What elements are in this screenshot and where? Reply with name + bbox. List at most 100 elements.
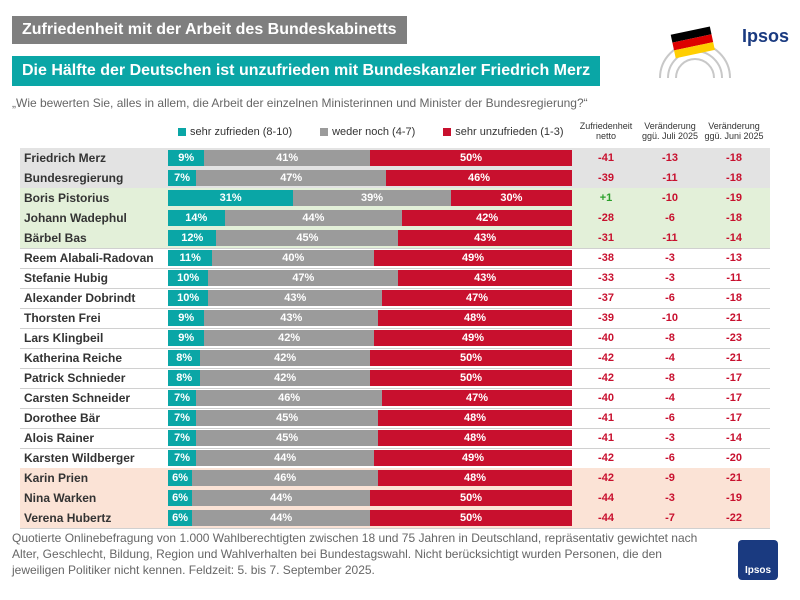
legend-label: weder noch (4-7) [332, 126, 416, 138]
bar-weder: 44% [192, 510, 370, 526]
bar-zufrieden: 14% [168, 210, 225, 226]
row-separator [20, 268, 770, 269]
bar-weder: 42% [200, 370, 370, 386]
change-juli-value: -8 [665, 372, 675, 384]
row-label: Reem Alabali-Radovan [24, 251, 154, 265]
row-separator [20, 248, 770, 249]
change-juli-value: -8 [665, 332, 675, 344]
change-juli-value: -13 [662, 152, 678, 164]
ipsos-logo-text: Ipsos [744, 565, 772, 576]
bar-zufrieden: 10% [168, 290, 209, 306]
col-head-juli: Veränderung ggü. Juli 2025 [641, 121, 699, 141]
bar-unzufrieden: 47% [382, 290, 572, 306]
netto-value: -38 [598, 252, 614, 264]
row-label: Katherina Reiche [24, 351, 123, 365]
netto-value: -41 [598, 432, 614, 444]
change-juni-value: -19 [726, 192, 742, 204]
col-head-netto: Zufriedenheit netto [579, 121, 633, 141]
netto-value: -28 [598, 212, 614, 224]
change-juni-value: -18 [726, 172, 742, 184]
bar-weder: 43% [204, 310, 379, 326]
netto-value: -44 [598, 512, 614, 524]
netto-value: -31 [598, 232, 614, 244]
bar-zufrieden: 6% [168, 470, 193, 486]
bar-zufrieden: 12% [168, 230, 217, 246]
change-juni-value: -20 [726, 452, 742, 464]
row-label: Johann Wadephul [24, 211, 127, 225]
netto-value: -33 [598, 272, 614, 284]
row-label: Dorothee Bär [24, 411, 101, 425]
bar-unzufrieden: 43% [398, 270, 572, 286]
netto-value: -41 [598, 412, 614, 424]
row-label: Bärbel Bas [24, 231, 87, 245]
change-juni-value: -14 [726, 232, 742, 244]
change-juli-value: -4 [665, 352, 675, 364]
change-juli-value: -6 [665, 212, 675, 224]
ipsos-wordmark: Ipsos [742, 26, 790, 46]
change-juli-value: -3 [665, 432, 675, 444]
netto-value: -42 [598, 472, 614, 484]
legend-item-zufrieden: sehr zufrieden (8-10) [178, 126, 292, 138]
bar-unzufrieden: 50% [370, 350, 572, 366]
row-separator [20, 308, 770, 309]
change-juni-value: -18 [726, 212, 742, 224]
change-juli-value: -3 [665, 272, 675, 284]
footnote: Quotierte Onlinebefragung von 1.000 Wahl… [12, 531, 698, 577]
row-label: Alexander Dobrindt [24, 291, 136, 305]
change-juni-value: -17 [726, 392, 742, 404]
bar-zufrieden: 6% [168, 510, 193, 526]
row-label: Nina Warken [24, 491, 97, 505]
chart-subtitle: Die Hälfte der Deutschen ist unzufrieden… [12, 56, 601, 86]
change-juni-value: -18 [726, 292, 742, 304]
bar-unzufrieden: 50% [370, 370, 572, 386]
row-label: Friedrich Merz [24, 151, 107, 165]
bar-zufrieden: 31% [168, 190, 294, 206]
change-juni-value: -17 [726, 412, 742, 424]
bar-unzufrieden: 46% [386, 170, 572, 186]
netto-value: -40 [598, 392, 614, 404]
netto-value: -37 [598, 292, 614, 304]
change-juni-value: -17 [726, 372, 742, 384]
bar-unzufrieden: 48% [378, 310, 572, 326]
change-juni-value: -19 [726, 492, 742, 504]
row-separator [20, 328, 770, 329]
col-head-juni: Veränderung ggü. Juni 2025 [704, 121, 764, 141]
chart-title: Zufriedenheit mit der Arbeit des Bundesk… [12, 16, 407, 44]
change-juli-value: -4 [665, 392, 675, 404]
netto-value: -39 [598, 312, 614, 324]
change-juni-value: -21 [726, 352, 742, 364]
change-juni-value: -21 [726, 312, 742, 324]
bar-weder: 42% [200, 350, 370, 366]
bar-zufrieden: 7% [168, 450, 197, 466]
change-juli-value: -11 [662, 232, 678, 244]
change-juni-value: -11 [726, 272, 742, 284]
bar-zufrieden: 7% [168, 390, 197, 406]
change-juni-value: -14 [726, 432, 742, 444]
bar-unzufrieden: 50% [370, 150, 572, 166]
bar-zufrieden: 11% [168, 250, 213, 266]
bar-zufrieden: 6% [168, 490, 193, 506]
change-juli-value: -10 [662, 312, 678, 324]
legend-item-weder: weder noch (4-7) [320, 126, 415, 138]
row-label: Boris Pistorius [24, 191, 110, 205]
row-label: Karin Prien [24, 471, 89, 485]
bar-zufrieden: 9% [168, 330, 205, 346]
change-juli-value: -6 [665, 292, 675, 304]
bar-unzufrieden: 49% [374, 330, 572, 346]
row-separator [20, 428, 770, 429]
row-label: Carsten Schneider [24, 391, 131, 405]
bar-zufrieden: 8% [168, 370, 201, 386]
bundestag-flag-icon [659, 26, 731, 79]
row-separator [20, 528, 770, 529]
bar-weder: 40% [212, 250, 375, 266]
question-text: „Wie bewerten Sie, alles in allem, die A… [12, 96, 588, 110]
row-separator [20, 348, 770, 349]
bar-unzufrieden: 49% [374, 450, 572, 466]
legend-label: sehr unzufrieden (1-3) [455, 126, 564, 138]
change-juni-value: -18 [726, 152, 742, 164]
bar-unzufrieden: 42% [402, 210, 572, 226]
bar-unzufrieden: 48% [378, 470, 572, 486]
bar-weder: 39% [293, 190, 451, 206]
bar-weder: 47% [208, 270, 399, 286]
change-juli-value: -10 [662, 192, 678, 204]
